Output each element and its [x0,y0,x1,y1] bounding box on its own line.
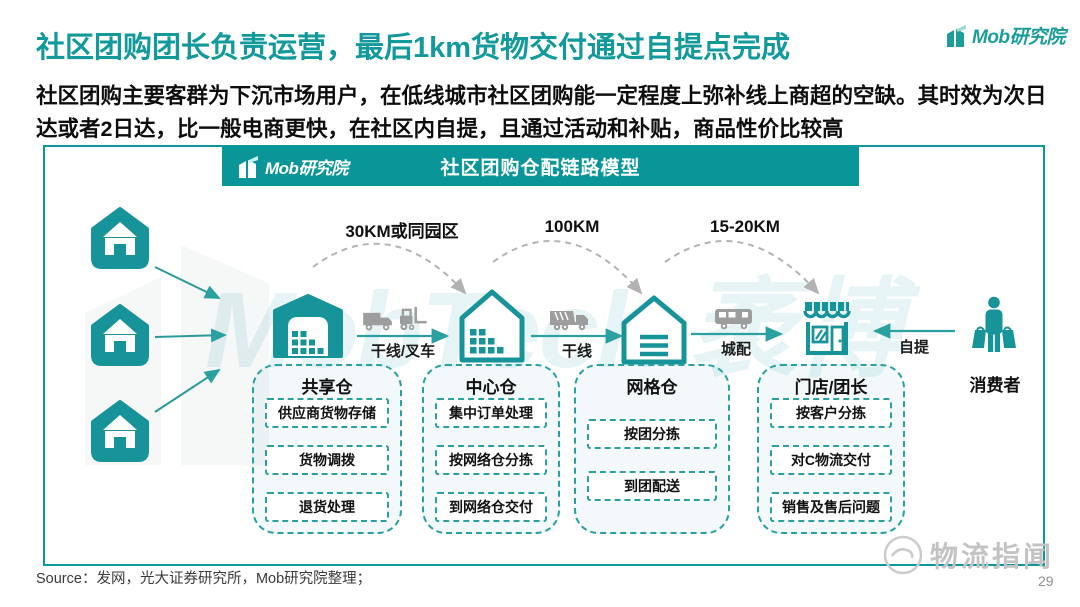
node-function-list: 集中订单处理 按网络仓分拣 到网络仓交付 [435,398,547,522]
logistics-watermark: 物流指闻 [882,534,1054,576]
mob-building-icon [947,24,966,47]
node-function: 按客户分拣 [770,398,892,428]
link-label: 干线 [561,343,593,360]
page-title: 社区团购团长负责运营，最后1km货物交付通过自提点完成 [36,32,791,64]
diagram-header-logo: Mob研究院 [236,154,348,180]
consumer-icon [972,296,1016,352]
node-function-list: 供应商货物存储 货物调拨 退货处理 [265,398,389,522]
node-function: 货物调拨 [265,445,389,475]
node-function: 供应商货物存储 [265,398,389,428]
node-box-shared-warehouse: 共享仓 供应商货物存储 货物调拨 退货处理 [252,364,402,534]
mob-building-icon-white [239,155,258,178]
diagram-logo-label: Mob研究院 [265,159,348,178]
node-box-store-leader: 门店/团长 按客户分拣 对C物流交付 销售及售后问题 [757,364,905,534]
node-title: 共享仓 [301,378,353,397]
node-function: 按网络仓分拣 [435,445,547,475]
shared-warehouse-icon [273,294,343,358]
node-function: 到网络仓交付 [435,492,547,522]
mob-brand-logo: Mob研究院 [944,22,1066,49]
node-title: 网格仓 [626,378,678,397]
grid-warehouse-icon [621,295,687,365]
node-title: 中心仓 [465,378,517,397]
page-description: 社区团购主要客群为下沉市场用户，在低线城市社区团购能一定程度上弥补线上商超的空缺… [36,84,1047,141]
diagram-header: 社区团购仓配链路模型 Mob研究院 [222,147,859,186]
community-house-icon [91,207,149,269]
node-function: 到团配送 [587,470,717,501]
central-warehouse-icon [459,289,525,363]
source-note: Source：发网，光大证券研究所，Mob研究院整理； [36,571,372,587]
van-icon [715,309,752,330]
distance-arcs [312,240,820,295]
node-function: 退货处理 [265,492,389,522]
truck-icon [363,312,392,331]
consumer-label: 消费者 [969,376,1021,395]
store-icon [803,302,851,355]
link-label: 自提 [898,339,930,356]
link-label: 干线/叉车 [370,343,436,360]
node-title: 门店/团长 [794,378,868,397]
node-function: 集中订单处理 [435,398,547,428]
node-box-central-warehouse: 中心仓 集中订单处理 按网络仓分拣 到网络仓交付 [422,364,560,534]
forklift-icon [400,306,427,331]
distance-label: 30KM或同园区 [345,222,459,241]
chain-arrows [357,323,955,344]
logistics-watermark-label: 物流指闻 [930,541,1055,572]
logistics-watermark-icon [883,535,923,575]
node-function: 对C物流交付 [770,445,892,475]
node-box-grid-warehouse: 网格仓 按团分拣 到团配送 [574,364,730,534]
diagram-panel: MobTech 袤博 社区团购仓配链路模型 Mob研究院 [43,145,1045,566]
node-function: 销售及售后问题 [770,492,892,522]
link-label: 城配 [720,341,752,358]
community-house-icon [91,400,149,462]
converge-arrows [154,266,227,413]
page-number: 29 [1038,573,1054,589]
flow-arrows-layer [154,240,955,413]
distance-label: 100KM [544,217,600,236]
diagram-title: 社区团购仓配链路模型 [440,158,641,179]
dump-truck-icon [550,311,588,331]
node-function-list: 按团分拣 到团配送 [587,398,717,522]
node-function: 按团分拣 [587,419,717,450]
community-house-icon [91,304,149,366]
node-function-list: 按客户分拣 对C物流交付 销售及售后问题 [770,398,892,522]
brand-logo-label: Mob研究院 [972,27,1066,48]
distance-label: 15-20KM [710,217,780,236]
